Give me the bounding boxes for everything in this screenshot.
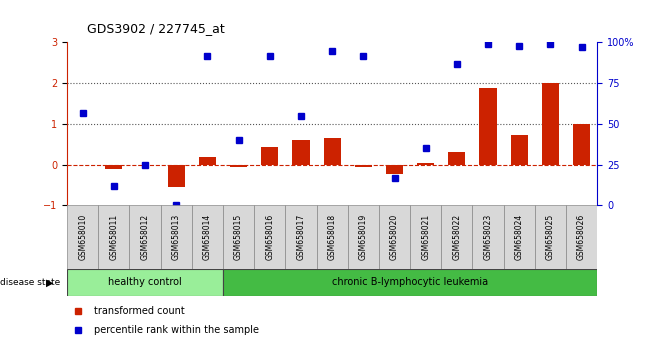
Text: chronic B-lymphocytic leukemia: chronic B-lymphocytic leukemia — [332, 277, 488, 287]
Bar — [379, 205, 410, 269]
Text: GSM658011: GSM658011 — [109, 214, 118, 260]
Text: transformed count: transformed count — [94, 306, 185, 316]
Text: GSM658020: GSM658020 — [390, 214, 399, 260]
Bar — [511, 135, 528, 165]
Bar — [573, 124, 590, 165]
Bar — [442, 205, 472, 269]
Text: GSM658015: GSM658015 — [234, 214, 243, 260]
Bar — [348, 205, 379, 269]
Bar — [67, 269, 223, 296]
Bar — [566, 205, 597, 269]
Text: GSM658023: GSM658023 — [484, 214, 493, 260]
Bar — [199, 157, 216, 165]
Bar — [67, 205, 98, 269]
Text: GSM658013: GSM658013 — [172, 214, 180, 260]
Bar — [254, 205, 285, 269]
Bar — [317, 205, 348, 269]
Text: GSM658026: GSM658026 — [577, 214, 586, 260]
Bar — [261, 147, 278, 165]
Bar — [542, 83, 559, 165]
Text: GSM658022: GSM658022 — [452, 214, 462, 260]
Bar — [160, 205, 192, 269]
Bar — [417, 162, 434, 165]
Bar — [293, 140, 309, 165]
Bar — [355, 165, 372, 167]
Bar — [98, 205, 130, 269]
Bar — [168, 165, 185, 187]
Bar — [230, 165, 247, 167]
Text: GSM658012: GSM658012 — [140, 214, 150, 260]
Text: GSM658024: GSM658024 — [515, 214, 524, 260]
Text: GSM658016: GSM658016 — [265, 214, 274, 260]
Text: healthy control: healthy control — [108, 277, 182, 287]
Bar — [105, 165, 122, 170]
Text: GSM658017: GSM658017 — [297, 214, 305, 260]
Bar — [386, 165, 403, 173]
Text: GSM658025: GSM658025 — [546, 214, 555, 260]
Text: GSM658021: GSM658021 — [421, 214, 430, 260]
Text: GSM658019: GSM658019 — [359, 214, 368, 260]
Bar — [323, 138, 341, 165]
Text: disease state: disease state — [0, 278, 60, 287]
Text: GSM658018: GSM658018 — [327, 214, 337, 260]
Bar — [472, 205, 504, 269]
Text: GSM658010: GSM658010 — [79, 214, 87, 260]
Bar — [535, 205, 566, 269]
Text: GDS3902 / 227745_at: GDS3902 / 227745_at — [87, 22, 225, 35]
Bar — [410, 205, 442, 269]
Bar — [504, 205, 535, 269]
Bar — [223, 269, 597, 296]
Text: ▶: ▶ — [46, 277, 54, 287]
Bar — [480, 88, 497, 165]
Text: GSM658014: GSM658014 — [203, 214, 212, 260]
Bar — [285, 205, 317, 269]
Bar — [223, 205, 254, 269]
Bar — [130, 205, 160, 269]
Bar — [448, 152, 466, 165]
Text: percentile rank within the sample: percentile rank within the sample — [94, 325, 258, 335]
Bar — [192, 205, 223, 269]
